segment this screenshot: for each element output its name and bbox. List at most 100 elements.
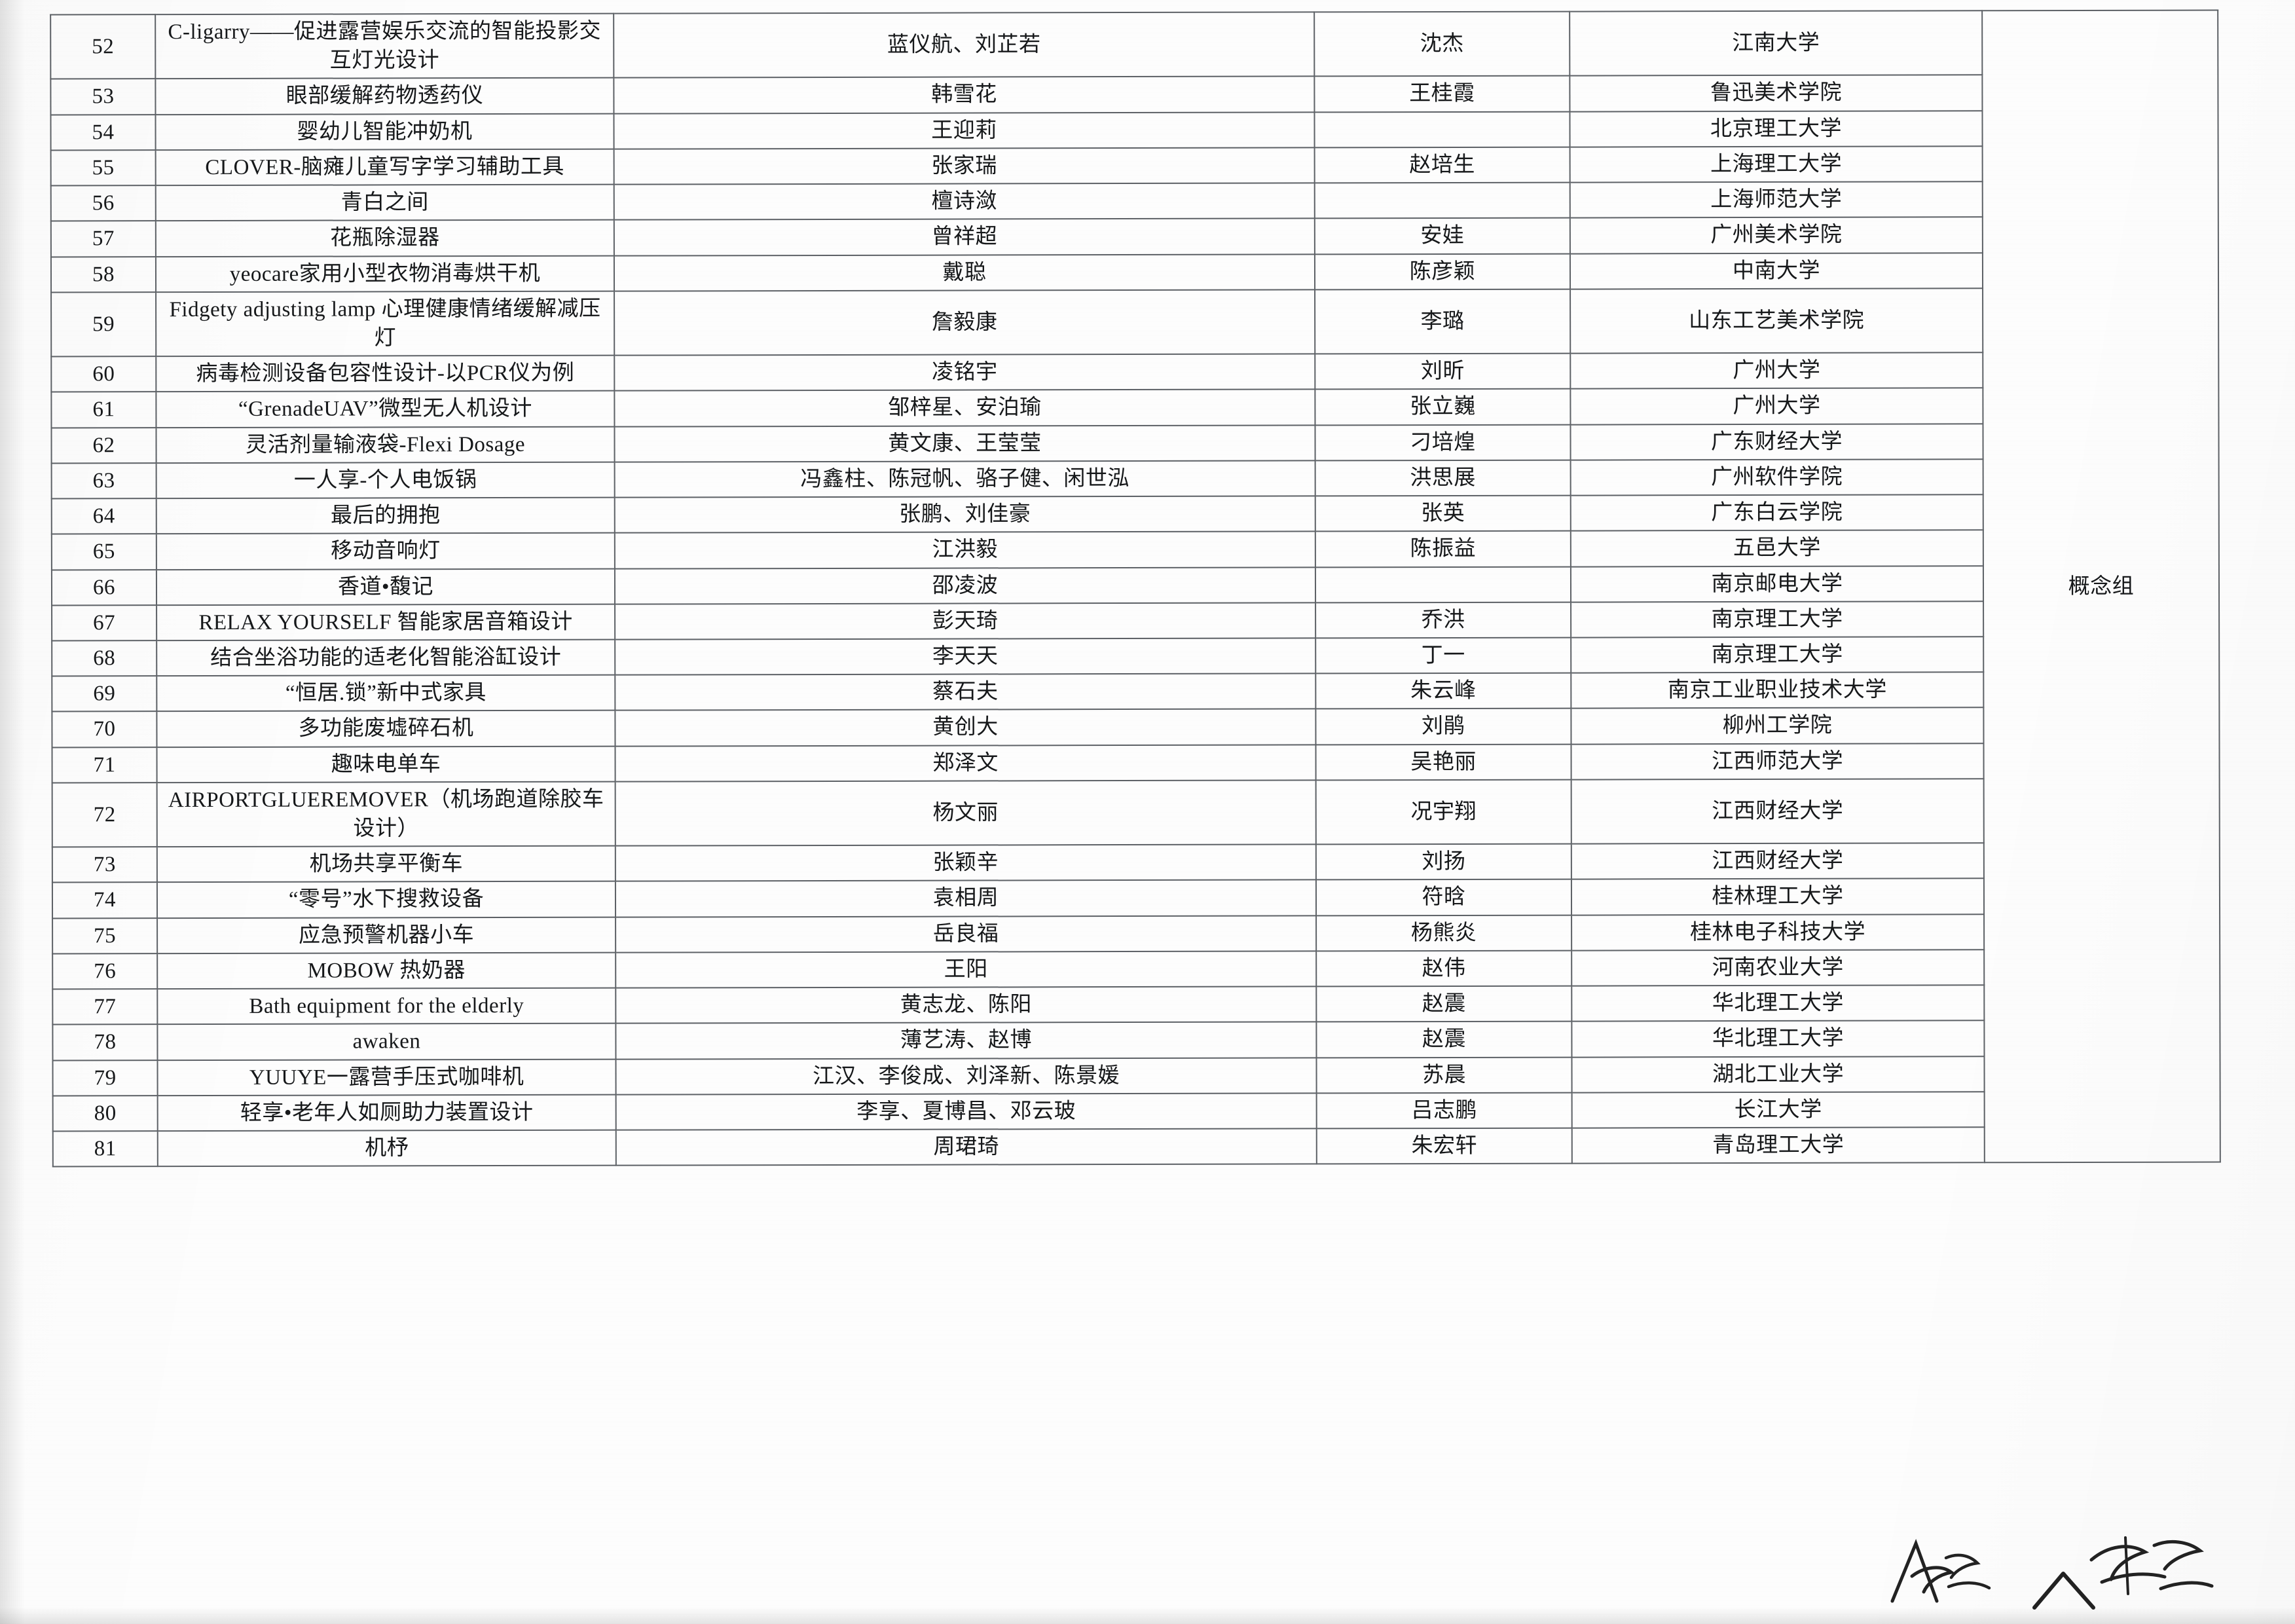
category-group-label: 概念组 (2068, 574, 2135, 599)
row-number-cell: 64 (51, 498, 156, 534)
advisor-name-cell: 刁培煌 (1315, 424, 1571, 461)
institution-cell: 南京工业职业技术大学 (1571, 672, 1984, 709)
project-title-cell: Fidgety adjusting lamp 心理健康情绪缓解减压灯 (156, 291, 615, 357)
row-number-cell: 75 (52, 917, 158, 954)
table-row: 74 “零号”水下搜救设备 袁相周 符晗 桂林理工大学 (52, 878, 2220, 919)
table-row: 66 香道•馥记 邵凌波 南京邮电大学 (51, 565, 2219, 606)
table-row: 73 机场共享平衡车 张颖辛 刘扬 江西财经大学 (52, 843, 2220, 883)
row-number-cell: 67 (52, 604, 157, 641)
table-row: 81 机杼 周珺琦 朱宏轩 青岛理工大学 (52, 1127, 2220, 1167)
institution-cell: 山东工艺美术学院 (1570, 288, 1983, 354)
row-number-cell: 80 (52, 1095, 158, 1132)
institution-cell: 上海师范大学 (1570, 181, 1983, 218)
project-title-cell: C-ligarry——促进露营娱乐交流的智能投影交互灯光设计 (155, 13, 614, 79)
advisor-name-cell: 陈彦颖 (1314, 253, 1571, 290)
advisor-name-cell: 陈振益 (1315, 530, 1571, 567)
advisor-name-cell: 赵震 (1316, 986, 1572, 1022)
table-row: 62 灵活剂量输液袋-Flexi Dosage 黄文康、王莹莹 刁培煌 广东财经大学 (51, 423, 2218, 464)
project-title-cell: 趣味电单车 (156, 746, 615, 783)
institution-cell: 五邑大学 (1570, 530, 1983, 567)
row-number-cell: 66 (51, 569, 157, 606)
row-number-cell: 63 (51, 462, 156, 499)
row-number-cell: 61 (51, 392, 156, 428)
author-names-cell: 邹梓星、安泊瑜 (614, 389, 1315, 427)
advisor-name-cell: 苏晨 (1316, 1057, 1572, 1094)
row-number-cell: 71 (52, 747, 157, 783)
institution-cell: 江南大学 (1570, 10, 1983, 77)
advisor-name-cell: 赵震 (1316, 1021, 1572, 1058)
project-title-cell: 灵活剂量输液袋-Flexi Dosage (156, 426, 615, 463)
table-row: 61 “GrenadeUAV”微型无人机设计 邹梓星、安泊瑜 张立巍 广州大学 (51, 388, 2218, 428)
row-number-cell: 72 (52, 782, 157, 847)
institution-cell: 桂林电子科技大学 (1571, 913, 1985, 951)
advisor-name-cell: 赵伟 (1316, 950, 1572, 987)
author-names-cell: 冯鑫柱、陈冠帆、骆子健、闲世泓 (614, 460, 1315, 498)
author-names-cell: 戴聪 (614, 253, 1315, 291)
advisor-name-cell: 李璐 (1315, 289, 1571, 354)
author-names-cell: 江汉、李俊成、刘泽新、陈景媛 (615, 1057, 1317, 1095)
institution-cell: 湖北工业大学 (1571, 1056, 1985, 1093)
project-title-cell: “零号”水下搜救设备 (156, 881, 616, 918)
table-row: 52 C-ligarry——促进露营娱乐交流的智能投影交互灯光设计 蓝仪航、刘芷若沈… (50, 10, 2220, 1163)
institution-cell: 广州美术学院 (1570, 217, 1983, 254)
project-title-cell: 婴幼儿智能冲奶机 (155, 113, 614, 151)
project-title-cell: YUUYE一露营手压式咖啡机 (157, 1059, 616, 1096)
table-row: 54 婴幼儿智能冲奶机 王迎莉 北京理工大学 (50, 110, 2218, 151)
table-row: 60 病毒检测设备包容性设计-以PCR仪为例 凌铭宇 刘昕 广州大学 (51, 352, 2218, 392)
institution-cell: 上海理工大学 (1570, 146, 1983, 183)
advisor-name-cell: 王桂霞 (1314, 76, 1570, 113)
project-title-cell: “GrenadeUAV”微型无人机设计 (156, 391, 615, 428)
row-number-cell: 54 (50, 114, 156, 151)
institution-cell: 柳州工学院 (1571, 707, 1984, 745)
award-table-body: 52 C-ligarry——促进露营娱乐交流的智能投影交互灯光设计 蓝仪航、刘芷若沈… (50, 10, 2220, 1167)
advisor-name-cell: 洪思展 (1315, 460, 1571, 496)
author-names-cell: 彭天琦 (615, 602, 1316, 640)
project-title-cell: 眼部缓解药物透药仪 (155, 78, 614, 115)
project-title-cell: 多功能废墟碎石机 (156, 710, 615, 747)
institution-cell: 南京理工大学 (1571, 637, 1984, 673)
row-number-cell: 73 (52, 847, 157, 883)
category-group-cell: 概念组 (1982, 10, 2220, 1163)
author-names-cell: 韩雪花 (614, 76, 1315, 114)
project-title-cell: 移动音响灯 (156, 532, 615, 570)
author-names-cell: 李天天 (615, 638, 1316, 675)
project-title-cell: “恒居.锁”新中式家具 (156, 674, 615, 712)
project-title-cell: 机杼 (157, 1130, 616, 1167)
row-number-cell: 57 (50, 221, 156, 257)
institution-cell: 广州软件学院 (1570, 459, 1983, 496)
table-row: 64 最后的拥抱 张鹏、刘佳豪 张英 广东白云学院 (51, 494, 2219, 534)
table-row: 69 “恒居.锁”新中式家具 蔡石夫 朱云峰 南京工业职业技术大学 (52, 672, 2219, 712)
author-names-cell: 江洪毅 (614, 531, 1315, 569)
author-names-cell: 凌铭宇 (614, 354, 1315, 392)
advisor-name-cell: 张英 (1315, 495, 1571, 532)
handwritten-signature-mark-right (2089, 1536, 2214, 1595)
advisor-name-cell (1315, 566, 1571, 603)
table-row: 77 Bath equipment for the elderly 黄志龙、陈阳 赵震… (52, 985, 2220, 1025)
project-title-cell: AIRPORTGLUEREMOVER（机场跑道除胶车设计） (156, 781, 615, 847)
institution-cell: 华北理工大学 (1571, 985, 1985, 1022)
row-number-cell: 74 (52, 882, 158, 919)
institution-cell: 长江大学 (1571, 1092, 1985, 1128)
project-title-cell: MOBOW 热奶器 (157, 952, 616, 989)
page-bottom-shadow (0, 1607, 2295, 1624)
institution-cell: 华北理工大学 (1571, 1020, 1985, 1058)
row-number-cell: 76 (52, 953, 158, 989)
table-row: 58 yeocare家用小型衣物消毒烘干机 戴聪 陈彦颖 中南大学 (50, 252, 2218, 293)
award-table: 52 C-ligarry——促进露营娱乐交流的智能投影交互灯光设计 蓝仪航、刘芷若沈… (50, 10, 2221, 1168)
author-names-cell: 张鹏、刘佳豪 (614, 496, 1315, 533)
author-names-cell: 岳良福 (615, 915, 1317, 953)
project-title-cell: 最后的拥抱 (156, 497, 615, 534)
institution-cell: 江西师范大学 (1571, 743, 1984, 780)
advisor-name-cell: 赵培生 (1314, 147, 1570, 183)
author-names-cell: 袁相周 (615, 879, 1317, 917)
author-names-cell: 蓝仪航、刘芷若 (614, 12, 1315, 79)
project-title-cell: 花瓶除湿器 (155, 219, 614, 257)
advisor-name-cell: 张立巍 (1315, 389, 1571, 426)
table-row: 71 趣味电单车 郑泽文 吴艳丽 江西师范大学 (52, 743, 2220, 783)
advisor-name-cell: 刘扬 (1315, 843, 1571, 880)
author-names-cell: 王迎莉 (614, 112, 1315, 149)
project-title-cell: 机场共享平衡车 (156, 845, 615, 883)
row-number-cell: 77 (52, 989, 158, 1025)
row-number-cell: 55 (50, 150, 156, 186)
